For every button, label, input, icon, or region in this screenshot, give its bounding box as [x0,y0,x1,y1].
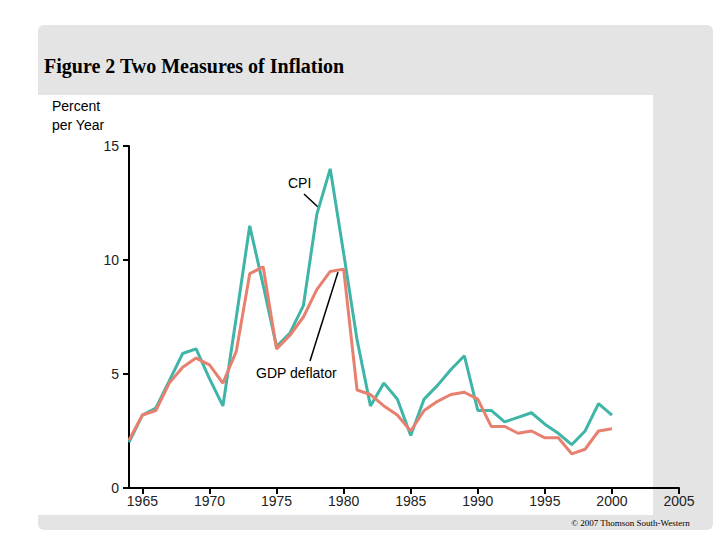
svg-text:1965: 1965 [127,493,158,509]
svg-text:0: 0 [111,480,119,496]
svg-text:© 2007 Thomson South-Western: © 2007 Thomson South-Western [571,518,690,528]
svg-text:10: 10 [103,252,119,268]
svg-text:1980: 1980 [328,493,359,509]
svg-text:1985: 1985 [395,493,426,509]
svg-text:1990: 1990 [462,493,493,509]
svg-text:Figure 2 Two Measures of Infla: Figure 2 Two Measures of Inflation [44,55,344,78]
svg-text:5: 5 [111,366,119,382]
svg-text:1970: 1970 [194,493,225,509]
svg-text:per Year: per Year [52,117,104,133]
svg-text:CPI: CPI [288,175,311,191]
svg-text:Percent: Percent [52,98,104,114]
svg-text:GDP deflator: GDP deflator [256,365,337,381]
svg-text:2005: 2005 [663,493,694,509]
svg-text:15: 15 [103,138,119,154]
svg-text:1975: 1975 [261,493,292,509]
svg-text:2000: 2000 [596,493,627,509]
svg-text:1995: 1995 [529,493,560,509]
